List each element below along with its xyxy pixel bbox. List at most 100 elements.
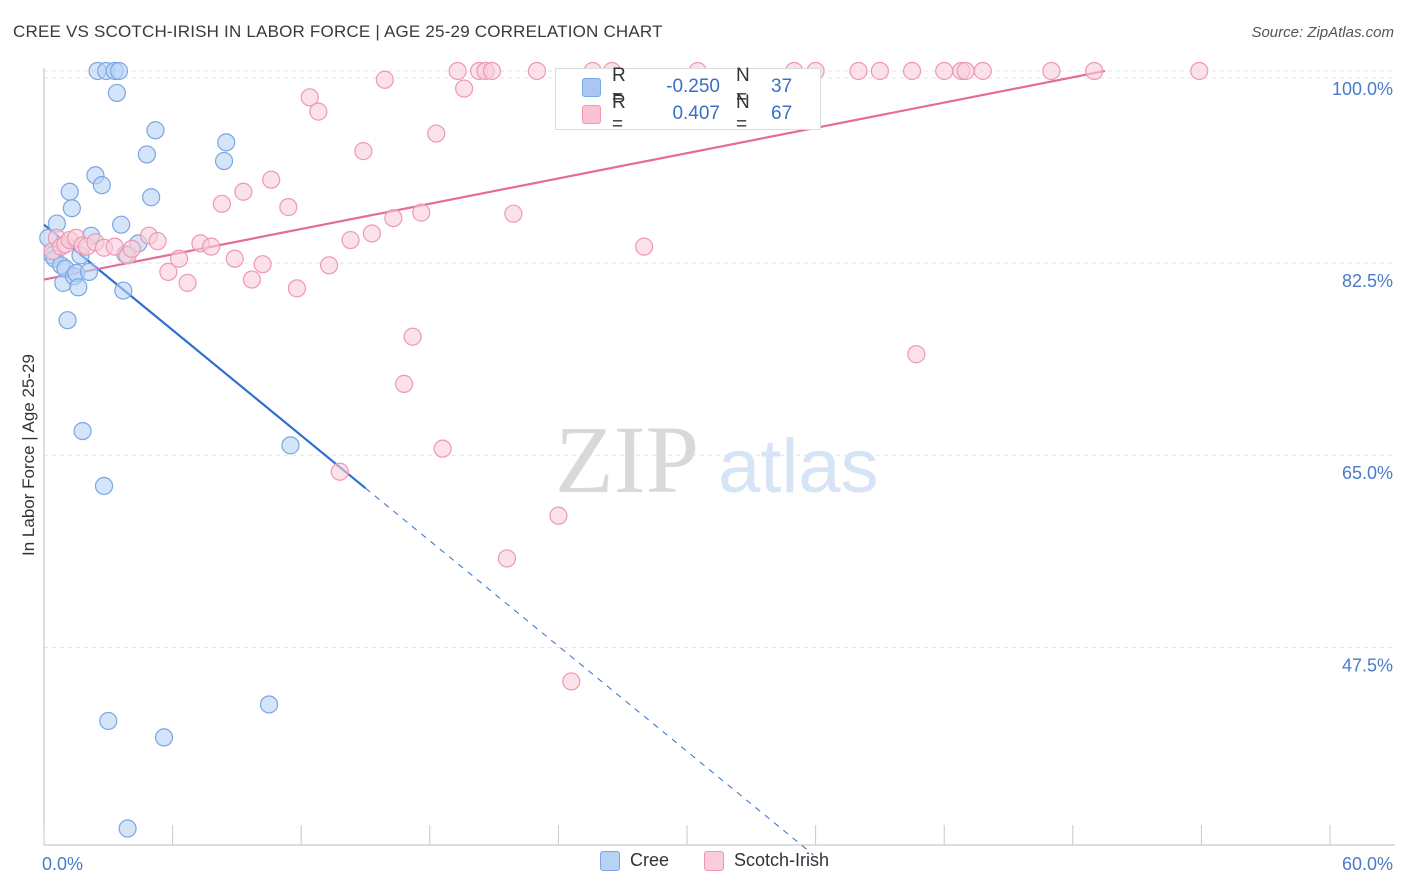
data-points [39, 61, 1209, 838]
x-tick-label-max: 60.0% [1342, 854, 1393, 874]
scotch-irish-point [956, 61, 975, 81]
scotch-irish-point [309, 102, 328, 121]
scotch-irish-point [1085, 61, 1104, 81]
y-tick-label: 100.0% [1332, 79, 1393, 99]
cree-point [214, 151, 234, 171]
scotch-irish-point [549, 506, 568, 525]
scotch-irish-trend-line [43, 69, 1106, 281]
scotch-irish-point [1042, 61, 1061, 81]
scotch-irish-point [403, 327, 422, 346]
y-tick-label: 82.5% [1342, 271, 1393, 291]
bottom-legend: Cree Scotch-Irish [0, 850, 1406, 880]
scotch-irish-point [300, 88, 319, 107]
cree-point [259, 695, 279, 714]
scotch-irish-point [362, 224, 382, 243]
trend-lines [43, 69, 1106, 856]
cree-point [92, 176, 111, 195]
scotch-irish-point [375, 70, 394, 89]
cree-point [142, 188, 161, 207]
scotch-irish-swatch [582, 104, 601, 124]
legend-item-cree[interactable]: Cree [600, 850, 669, 871]
cree-point [94, 476, 114, 496]
scotch-irish-point [169, 249, 189, 268]
chart-title: CREE VS SCOTCH-IRISH IN LABOR FORCE | AG… [13, 22, 663, 41]
scotch-irish-point [849, 61, 868, 81]
scotch-irish-point [412, 203, 431, 222]
scotch-irish-point [907, 345, 926, 364]
scotch-irish-point [234, 182, 253, 201]
grid-lines [44, 70, 1395, 648]
cree-point [107, 83, 126, 103]
scotch-irish-point [178, 273, 197, 292]
cree-point [146, 121, 165, 140]
n-value: 67 [771, 103, 793, 124]
scotch-irish-point [504, 204, 523, 223]
scotch-irish-point [394, 374, 414, 393]
legend-label-cree: Cree [630, 850, 670, 870]
scotch-irish-point [330, 462, 349, 481]
scotch-irish-legend-swatch [704, 850, 724, 871]
watermark-atlas: atlas [718, 424, 879, 509]
cree-point [154, 728, 174, 747]
scotch-irish-point [635, 237, 654, 256]
y-axis-label: In Labor Force | Age 25-29 [19, 354, 38, 556]
cree-point [73, 421, 92, 441]
scotch-irish-point [482, 61, 502, 81]
cree-point [62, 199, 81, 218]
cree-point [114, 281, 133, 300]
stats-legend: R = -0.250 N = 37 R = 0.407 N = 67 [555, 65, 821, 135]
axes [43, 68, 1395, 846]
cree-point [60, 182, 79, 201]
cree-point [217, 133, 236, 152]
cree-point [281, 436, 300, 455]
scotch-irish-point [497, 549, 517, 568]
scotch-irish-point [253, 255, 272, 274]
scotch-irish-point [527, 61, 547, 81]
y-tick-label: 65.0% [1342, 463, 1393, 483]
cree-swatch [582, 77, 601, 97]
cree-point [79, 262, 99, 281]
source-credit: Source: ZipAtlas.com [1251, 24, 1394, 41]
cree-point [109, 61, 129, 81]
cree-point [137, 145, 156, 164]
scotch-irish-point [279, 198, 298, 217]
scotch-irish-point [148, 232, 167, 251]
scotch-irish-point [341, 230, 360, 250]
scotch-irish-point [454, 79, 474, 98]
scotch-irish-point [384, 208, 403, 228]
scotch-irish-point [242, 270, 262, 289]
scotch-irish-point [562, 672, 581, 691]
scotch-irish-point [262, 170, 281, 189]
scotch-irish-point [427, 124, 446, 143]
watermark-zip: ZIP [555, 406, 699, 513]
n-label: N = [736, 65, 750, 108]
legend-label-scotch-irish: Scotch-Irish [734, 850, 830, 870]
cree-point [69, 278, 88, 297]
scotch-irish-point [319, 256, 339, 275]
scotch-irish-point [870, 61, 890, 81]
scotch-irish-point [122, 239, 141, 258]
cree-legend-swatch [600, 850, 620, 871]
cree-trend-extension [365, 487, 814, 856]
n-label: N = [736, 92, 750, 135]
scotch-irish-point [202, 237, 221, 256]
scotch-irish-point [935, 61, 954, 81]
tick-labels: 47.5% 65.0% 82.5% 100.0% 0.0% 60.0% [42, 79, 1393, 874]
scotch-irish-point [159, 262, 178, 281]
scotch-irish-point [433, 439, 452, 458]
r-label: R = [612, 92, 626, 135]
legend-item-scotch-irish[interactable]: Scotch-Irish [704, 850, 829, 871]
r-value: -0.250 [666, 76, 720, 97]
scotch-irish-point [354, 142, 373, 161]
cree-point [99, 711, 118, 731]
cree-point [118, 819, 137, 838]
x-tick-label-min: 0.0% [42, 854, 83, 874]
r-label: R = [612, 65, 626, 108]
scotch-irish-point [902, 61, 922, 81]
cree-point [58, 311, 77, 330]
scotch-irish-point [973, 61, 992, 81]
scotch-irish-point [448, 61, 467, 81]
y-tick-label: 47.5% [1342, 655, 1393, 675]
scotch-irish-point [212, 194, 231, 213]
